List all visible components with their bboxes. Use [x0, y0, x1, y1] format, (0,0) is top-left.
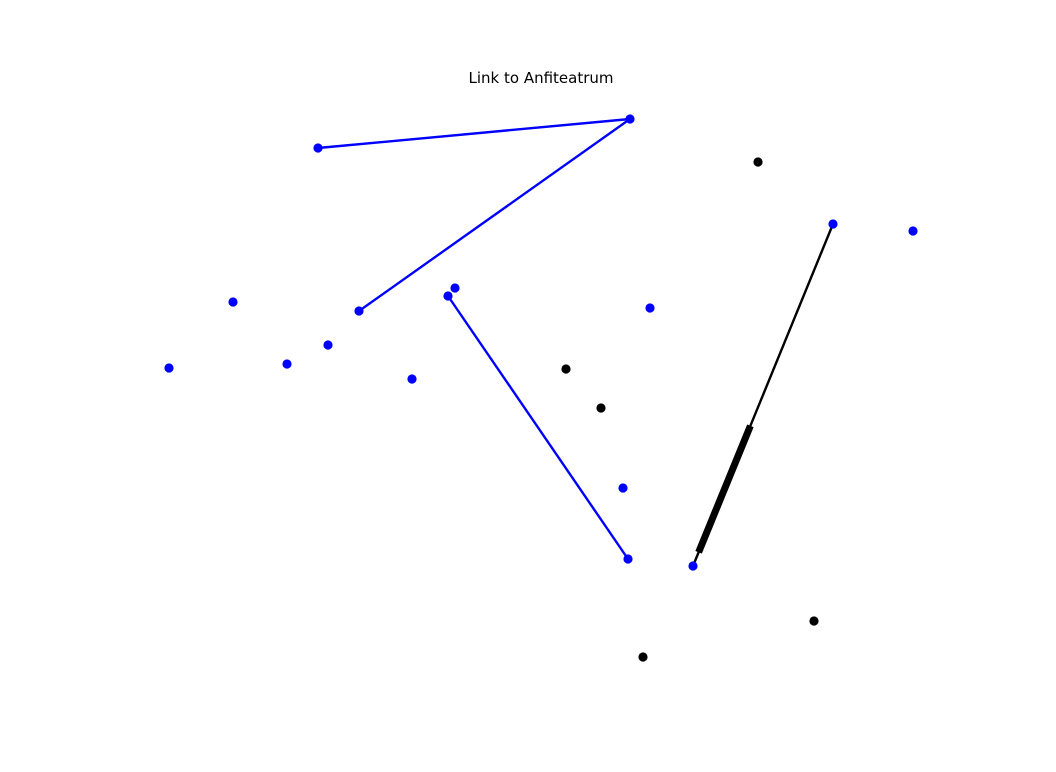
- node-n15: [645, 303, 655, 313]
- node-n3: [354, 306, 364, 316]
- edge-n4-n5: [447, 295, 629, 560]
- node-n16: [618, 483, 628, 493]
- node-n19: [596, 403, 606, 413]
- node-n12: [323, 340, 333, 350]
- node-n17: [753, 157, 763, 167]
- node-n11: [282, 359, 292, 369]
- node-n6: [828, 219, 838, 229]
- nodes-layer: [164, 114, 918, 662]
- arrow-head-n6-n7: [695, 424, 754, 554]
- node-n21: [638, 652, 648, 662]
- node-n2: [625, 114, 635, 124]
- edge-n2-n3: [358, 118, 631, 312]
- node-n20: [809, 616, 819, 626]
- node-n10: [164, 363, 174, 373]
- edges-layer: [317, 117, 835, 567]
- node-n9: [228, 297, 238, 307]
- node-n1: [313, 143, 323, 153]
- node-n14: [450, 283, 460, 293]
- node-n8: [908, 226, 918, 236]
- node-n18: [561, 364, 571, 374]
- node-n5: [623, 554, 633, 564]
- node-n4: [443, 291, 453, 301]
- edge-n1-n2: [317, 117, 631, 150]
- diagram-title: Link to Anfiteatrum: [468, 69, 614, 87]
- node-n7: [688, 561, 698, 571]
- node-n13: [407, 374, 417, 384]
